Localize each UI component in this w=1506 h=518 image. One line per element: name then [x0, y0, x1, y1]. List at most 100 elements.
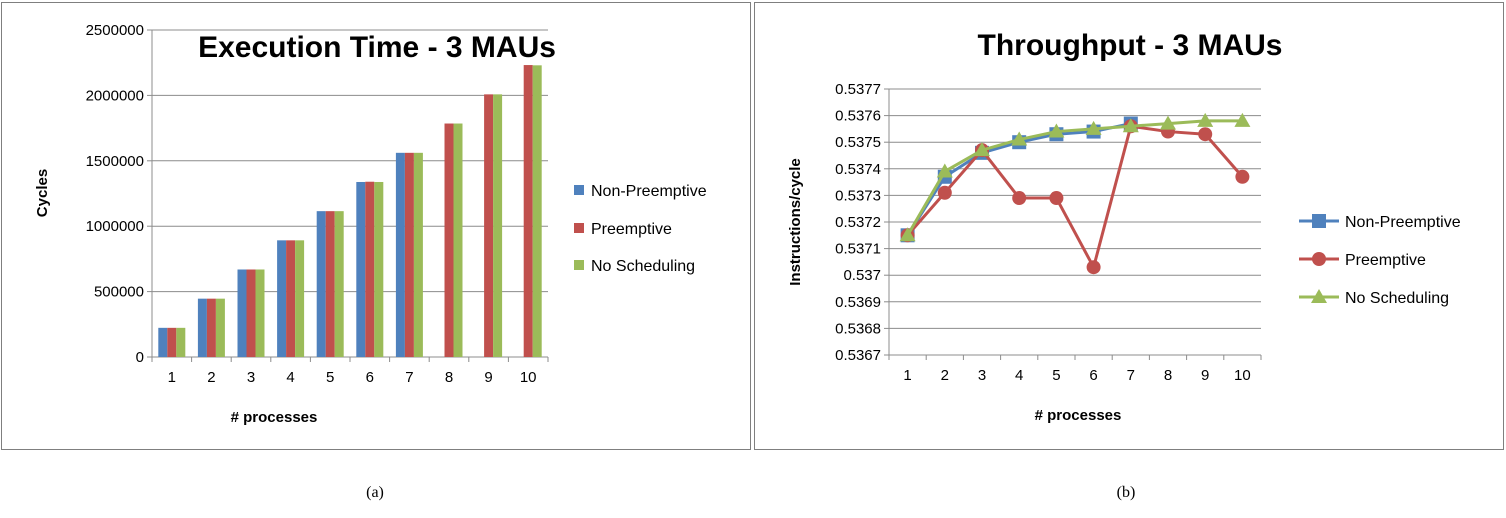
y-tick-label: 2000000	[86, 87, 144, 104]
y-tick-label: 1000000	[86, 218, 144, 235]
point-no-scheduling-3	[974, 142, 990, 157]
bar-no-scheduling-9	[493, 94, 503, 357]
bar-preemptive-5	[325, 211, 335, 357]
point-no-scheduling-6	[1085, 120, 1102, 135]
point-preemptive-5	[1049, 191, 1064, 206]
legend-label: Non-Preemptive	[591, 183, 707, 200]
x-tick-label: 2	[207, 369, 215, 386]
y-tick-label: 0.5374	[835, 161, 881, 178]
point-preemptive-9	[1198, 127, 1213, 142]
line-preemptive	[906, 124, 1244, 269]
bar-preemptive-10	[523, 65, 533, 358]
bar-non-preemptive-5	[316, 211, 326, 357]
y-tick-label: 0.5371	[835, 241, 881, 258]
bar-no-scheduling-3	[255, 269, 265, 357]
point-preemptive-4	[1012, 191, 1027, 206]
throughput-chart-panel: 0.5367 0.5368 0.5369 0.537 0.5371 0.5372 0.537…	[754, 2, 1504, 450]
line-no-scheduling	[906, 119, 1243, 237]
point-preemptive-6	[1086, 260, 1101, 275]
bar-non-preemptive-6	[356, 181, 366, 357]
x-tick-label: 3	[247, 369, 255, 386]
x-tick-label: 2	[941, 367, 949, 384]
legend-marker-non-preemptive	[1312, 214, 1326, 228]
point-no-scheduling-4	[1011, 131, 1028, 146]
x-tick-label: 10	[1234, 367, 1251, 384]
x-tick-label: 10	[520, 369, 537, 386]
bar-no-scheduling-6	[374, 181, 384, 357]
bar-preemptive-6	[365, 181, 375, 357]
y-tick-label: 0.5372	[835, 214, 881, 231]
bar-preemptive-4	[286, 240, 296, 357]
x-tick-label: 7	[1127, 367, 1135, 384]
x-axis-title: # processes	[1035, 407, 1122, 424]
point-no-scheduling-7	[1122, 118, 1139, 133]
legend-swatch-preemptive	[574, 223, 584, 233]
y-tick-label: 1500000	[86, 153, 144, 170]
x-tick-label: 1	[168, 369, 176, 386]
x-tick-label: 5	[326, 369, 334, 386]
bar-non-preemptive-2	[197, 298, 207, 357]
x-tick-label: 6	[1089, 367, 1097, 384]
y-tick-label: 0.5375	[835, 134, 881, 151]
x-axis-title: # processes	[231, 409, 318, 426]
x-tick-label: 7	[405, 369, 413, 386]
point-no-scheduling-5	[1048, 123, 1065, 138]
bar-non-preemptive-4	[277, 240, 287, 357]
x-tick-label: 9	[1201, 367, 1209, 384]
x-tick-label: 6	[366, 369, 374, 386]
legend-swatch-no-scheduling	[574, 260, 584, 270]
point-no-scheduling-10	[1234, 112, 1251, 127]
bar-non-preemptive-1	[158, 327, 168, 357]
y-axis-title: Instructions/cycle	[787, 158, 804, 286]
legend-label: No Scheduling	[591, 258, 695, 275]
y-axis-title: Cycles	[34, 169, 51, 217]
point-preemptive-10	[1235, 169, 1250, 184]
legend-marker-no-scheduling	[1311, 289, 1327, 303]
legend-label: No Scheduling	[1345, 290, 1449, 307]
x-tick-label: 8	[1164, 367, 1172, 384]
chart-title: Throughput - 3 MAUs	[978, 29, 1283, 62]
x-tick-label: 1	[903, 367, 911, 384]
point-no-scheduling-1	[899, 227, 916, 242]
bar-no-scheduling-8	[453, 123, 463, 357]
bar-no-scheduling-1	[176, 327, 186, 357]
point-no-scheduling-9	[1197, 112, 1214, 127]
legend-label: Preemptive	[1345, 252, 1426, 269]
bar-preemptive-3	[246, 269, 256, 357]
y-tick-label: 0.5368	[835, 320, 881, 337]
bar-preemptive-8	[444, 123, 454, 357]
x-tick-label: 8	[445, 369, 453, 386]
y-tick-label: 0.5376	[835, 108, 881, 125]
execution-time-chart: 0 500000 1000000 1500000 2000000 2500000 1 2 3 4 5…	[34, 22, 707, 426]
y-tick-label: 0.5369	[835, 294, 881, 311]
execution-time-chart-panel: 0 500000 1000000 1500000 2000000 2500000 1 2 3 4 5…	[1, 2, 751, 450]
legend-marker-preemptive	[1312, 252, 1326, 266]
bar-non-preemptive-7	[395, 152, 405, 357]
bar-preemptive-1	[167, 327, 177, 357]
y-tick-label: 0	[136, 349, 144, 366]
bar-no-scheduling-5	[334, 211, 344, 357]
bar-preemptive-2	[206, 298, 216, 357]
point-preemptive-2	[937, 185, 952, 200]
bar-non-preemptive-3	[237, 269, 247, 357]
y-tick-label: 2500000	[86, 22, 144, 39]
x-tick-label: 4	[286, 369, 294, 386]
bar-no-scheduling-7	[413, 152, 423, 357]
bar-preemptive-7	[404, 152, 414, 357]
y-tick-label: 500000	[94, 284, 144, 301]
y-tick-label: 0.5377	[835, 81, 881, 98]
point-no-scheduling-2	[936, 163, 953, 178]
throughput-chart: 0.5367 0.5368 0.5369 0.537 0.5371 0.5372 0.537…	[787, 29, 1461, 424]
caption-a: (a)	[366, 484, 384, 501]
legend-swatch-non-preemptive	[574, 185, 584, 195]
chart-title: Execution Time - 3 MAUs	[198, 31, 556, 64]
bar-no-scheduling-10	[532, 65, 542, 358]
x-tick-label: 3	[978, 367, 986, 384]
x-tick-label: 4	[1015, 367, 1023, 384]
legend-label: Non-Preemptive	[1345, 214, 1461, 231]
bar-preemptive-9	[484, 94, 494, 357]
caption-b: (b)	[1116, 484, 1136, 501]
y-tick-label: 0.5373	[835, 187, 881, 204]
bar-no-scheduling-4	[295, 240, 305, 357]
y-tick-label: 0.537	[843, 267, 881, 284]
